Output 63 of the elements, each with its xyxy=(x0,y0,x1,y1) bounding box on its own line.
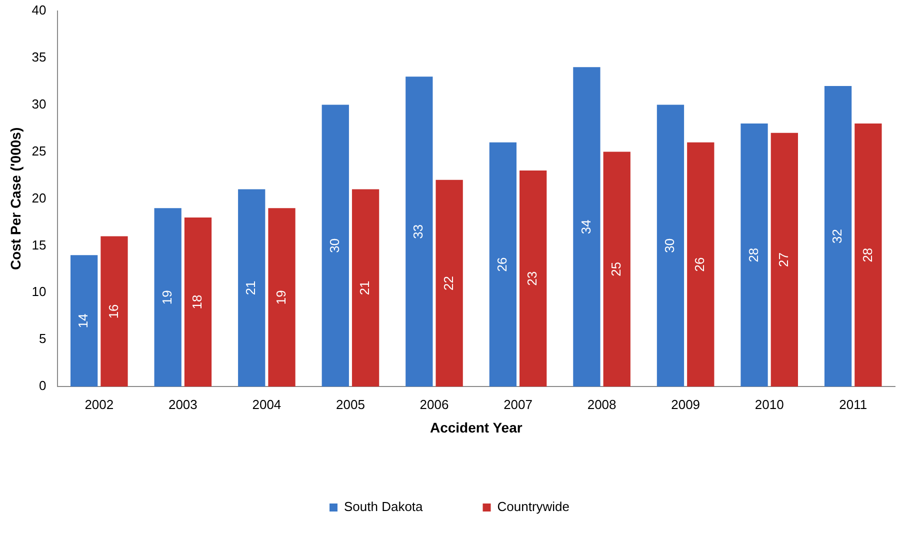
data-label: 16 xyxy=(106,304,121,319)
bar xyxy=(740,124,768,387)
bar xyxy=(436,180,463,387)
y-axis-title: Cost Per Case ('000s) xyxy=(7,127,24,270)
data-label: 25 xyxy=(608,262,624,276)
x-tick-label: 2005 xyxy=(336,396,365,412)
data-label: 28 xyxy=(746,248,761,262)
x-axis-title: Accident Year xyxy=(430,419,523,436)
bar xyxy=(489,142,517,387)
data-label: 34 xyxy=(578,220,594,234)
data-label: 28 xyxy=(860,248,875,262)
y-tick-label: 35 xyxy=(32,49,46,64)
x-tick-label: 2006 xyxy=(420,396,449,412)
x-tick-label: 2004 xyxy=(252,396,282,412)
data-label: 22 xyxy=(440,276,456,290)
y-tick-label: 30 xyxy=(32,96,46,112)
bar xyxy=(520,170,547,387)
x-tick-label: 2008 xyxy=(587,396,616,412)
bar xyxy=(268,208,296,387)
legend-label: South Dakota xyxy=(344,499,424,514)
data-label: 19 xyxy=(159,290,174,305)
x-tick-label: 2009 xyxy=(671,396,700,412)
data-label: 21 xyxy=(357,280,372,296)
data-label: 14 xyxy=(76,314,91,328)
bar xyxy=(656,104,684,387)
data-label: 33 xyxy=(410,224,426,239)
data-label: 30 xyxy=(662,238,678,253)
y-tick-label: 40 xyxy=(32,2,46,18)
bar xyxy=(322,104,349,387)
bar xyxy=(184,217,212,387)
data-label: 30 xyxy=(326,238,342,253)
y-tick-label: 10 xyxy=(32,284,46,300)
data-label: 32 xyxy=(830,229,845,244)
bar xyxy=(573,67,600,387)
bar xyxy=(154,208,182,387)
bar xyxy=(824,86,852,387)
y-tick-label: 15 xyxy=(32,237,46,252)
data-label: 26 xyxy=(692,257,708,272)
bar xyxy=(70,255,98,387)
bar xyxy=(770,132,798,387)
bar xyxy=(603,152,630,387)
x-tick-label: 2002 xyxy=(84,396,114,412)
data-label: 21 xyxy=(243,280,258,296)
data-label: 23 xyxy=(524,271,540,286)
x-tick-label: 2011 xyxy=(839,396,868,412)
bar xyxy=(352,189,380,387)
data-label: 19 xyxy=(273,290,288,305)
bar xyxy=(100,236,128,387)
bar xyxy=(854,124,882,387)
y-tick-label: 20 xyxy=(32,190,46,206)
bar xyxy=(238,189,266,387)
y-tick-label: 25 xyxy=(32,143,46,158)
x-tick-label: 2010 xyxy=(754,396,784,412)
bar xyxy=(406,76,433,387)
data-label: 27 xyxy=(776,252,791,267)
legend-label: Countrywide xyxy=(497,499,570,514)
x-tick-label: 2007 xyxy=(504,396,532,412)
x-tick-label: 2003 xyxy=(168,396,198,412)
y-tick-label: 5 xyxy=(39,331,46,346)
data-label: 26 xyxy=(494,257,510,272)
y-tick-label: 0 xyxy=(39,378,46,394)
bar xyxy=(687,142,714,387)
data-label: 18 xyxy=(190,294,205,310)
